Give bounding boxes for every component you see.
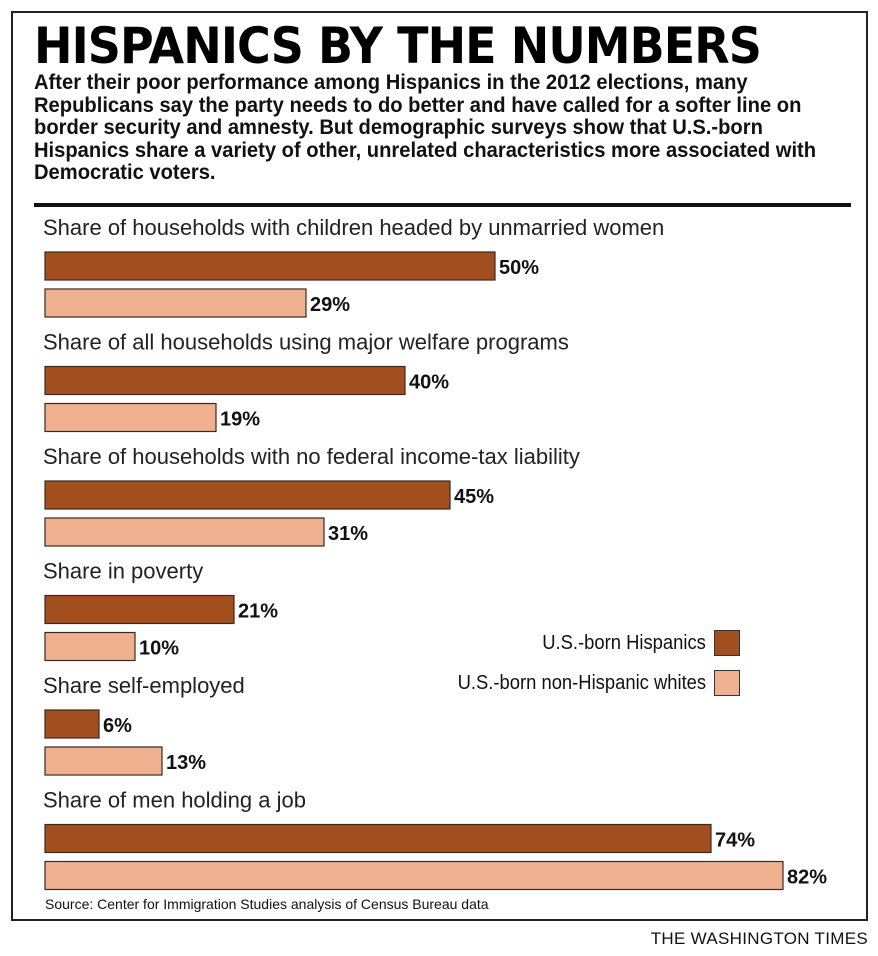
title-rule <box>34 203 851 207</box>
value-label-hispanics-5: 6% <box>103 715 132 737</box>
category-label-share-self-employed: Share self-employed <box>43 673 245 698</box>
bar-whites-3 <box>44 517 325 547</box>
legend-item-whites: U.S.-born non-Hispanic whites <box>436 670 740 696</box>
value-label-hispanics-4: 21% <box>238 601 278 623</box>
bar-whites-2 <box>44 402 217 433</box>
publisher-credit: THE WASHINGTON TIMES <box>650 929 868 948</box>
category-label-share-of-households-with-no-federal-income-tax-liability: Share of households with no federal inco… <box>43 444 580 469</box>
bar-hispanics-5 <box>44 709 100 739</box>
category-label-share-in-poverty: Share in poverty <box>43 559 203 584</box>
bar-hispanics-3 <box>44 480 451 510</box>
value-label-whites-2: 19% <box>220 409 260 431</box>
bar-hispanics-2 <box>44 365 406 396</box>
bar-hispanics-1 <box>44 251 496 281</box>
value-label-whites-3: 31% <box>328 523 368 545</box>
legend-swatch-hispanics <box>714 630 740 656</box>
value-label-hispanics-1: 50% <box>499 257 539 279</box>
legend-item-hispanics: U.S.-born Hispanics <box>528 630 740 656</box>
value-label-whites-4: 10% <box>139 638 179 660</box>
value-label-hispanics-2: 40% <box>409 372 449 394</box>
chart-frame <box>11 11 868 921</box>
value-label-whites-5: 13% <box>166 752 206 774</box>
chart-title: HISPANICS BY THE NUMBERS <box>34 17 762 75</box>
value-label-hispanics-3: 45% <box>454 486 494 508</box>
value-label-hispanics-6: 74% <box>715 830 755 852</box>
bar-hispanics-4 <box>44 594 235 625</box>
value-label-whites-6: 82% <box>787 867 827 889</box>
chart-subtitle: After their poor performance among Hispa… <box>34 71 817 184</box>
value-label-whites-1: 29% <box>310 294 350 316</box>
legend-label-whites: U.S.-born non-Hispanic whites <box>457 671 706 694</box>
category-label-share-of-households-with-children-headed-by-unmarried-women: Share of households with children headed… <box>43 215 664 240</box>
bar-whites-5 <box>44 746 163 776</box>
legend-swatch-whites <box>714 670 740 696</box>
bar-whites-6 <box>44 860 784 891</box>
category-label-share-of-men-holding-a-job: Share of men holding a job <box>43 788 306 813</box>
source-note: Source: Center for Immigration Studies a… <box>45 896 489 912</box>
bar-hispanics-6 <box>44 823 712 854</box>
bar-whites-4 <box>44 631 136 662</box>
legend-label-hispanics: U.S.-born Hispanics <box>542 631 706 654</box>
category-label-share-of-all-households-using-major-welfare-programs: Share of all households using major welf… <box>43 330 569 355</box>
bar-whites-1 <box>44 288 307 318</box>
